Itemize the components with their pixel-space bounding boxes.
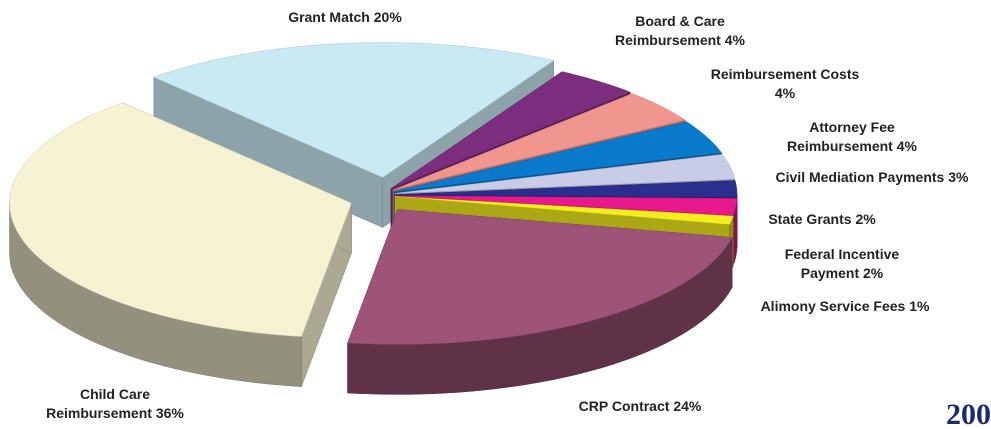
category-label: Grant Match — [288, 9, 370, 25]
value-label: 24% — [673, 398, 702, 414]
slice — [394, 180, 738, 198]
slice — [390, 71, 631, 189]
slice — [394, 121, 722, 192]
category-label: CRP Contract — [578, 398, 670, 414]
slice — [394, 196, 734, 225]
category-label: Alimony Service Fees — [760, 298, 906, 314]
value-label: 4% — [896, 138, 917, 154]
slice — [394, 154, 736, 194]
slice-label: Board & Care Reimbursement 4% — [610, 12, 750, 50]
slice-label: Federal Incentive Payment 2% — [767, 245, 917, 283]
slice-label: Attorney Fee Reimbursement 4% — [772, 118, 932, 156]
slice — [347, 209, 733, 345]
value-label: 2% — [863, 265, 884, 281]
slice-label: Grant Match 20% — [245, 8, 445, 27]
category-label: State Grants — [768, 211, 852, 227]
category-label: Federal Incentive Payment — [784, 246, 900, 281]
value-label: 4% — [774, 85, 796, 101]
value-label: 2% — [855, 211, 876, 227]
value-label: 36% — [155, 405, 184, 421]
slice-label: Child Care Reimbursement 36% — [40, 385, 190, 423]
value-label: 1% — [909, 298, 930, 314]
value-label: 3% — [948, 169, 969, 185]
slice-label: CRP Contract 24% — [540, 397, 740, 416]
category-label: Board & Care Reimbursement — [615, 13, 725, 48]
slice-label: Civil Mediation Payments 3% — [772, 168, 972, 187]
category-label: Reimbursement Costs — [710, 66, 860, 82]
category-label: Attorney Fee Reimbursement — [787, 119, 895, 154]
slice — [394, 195, 738, 216]
slice-label: State Grants 2% — [742, 210, 902, 229]
value-label: 4% — [724, 32, 745, 48]
slice — [153, 42, 555, 178]
slice-label: Alimony Service Fees 1% — [745, 297, 945, 316]
category-label: Child Care Reimbursement — [46, 386, 152, 421]
slice-label: Reimbursement Costs 4% — [705, 65, 865, 103]
category-label: Civil Mediation Payments — [775, 169, 945, 185]
slice — [9, 102, 352, 337]
corner-text: 200 — [946, 398, 991, 429]
slice — [392, 93, 687, 191]
value-label: 20% — [373, 9, 402, 25]
